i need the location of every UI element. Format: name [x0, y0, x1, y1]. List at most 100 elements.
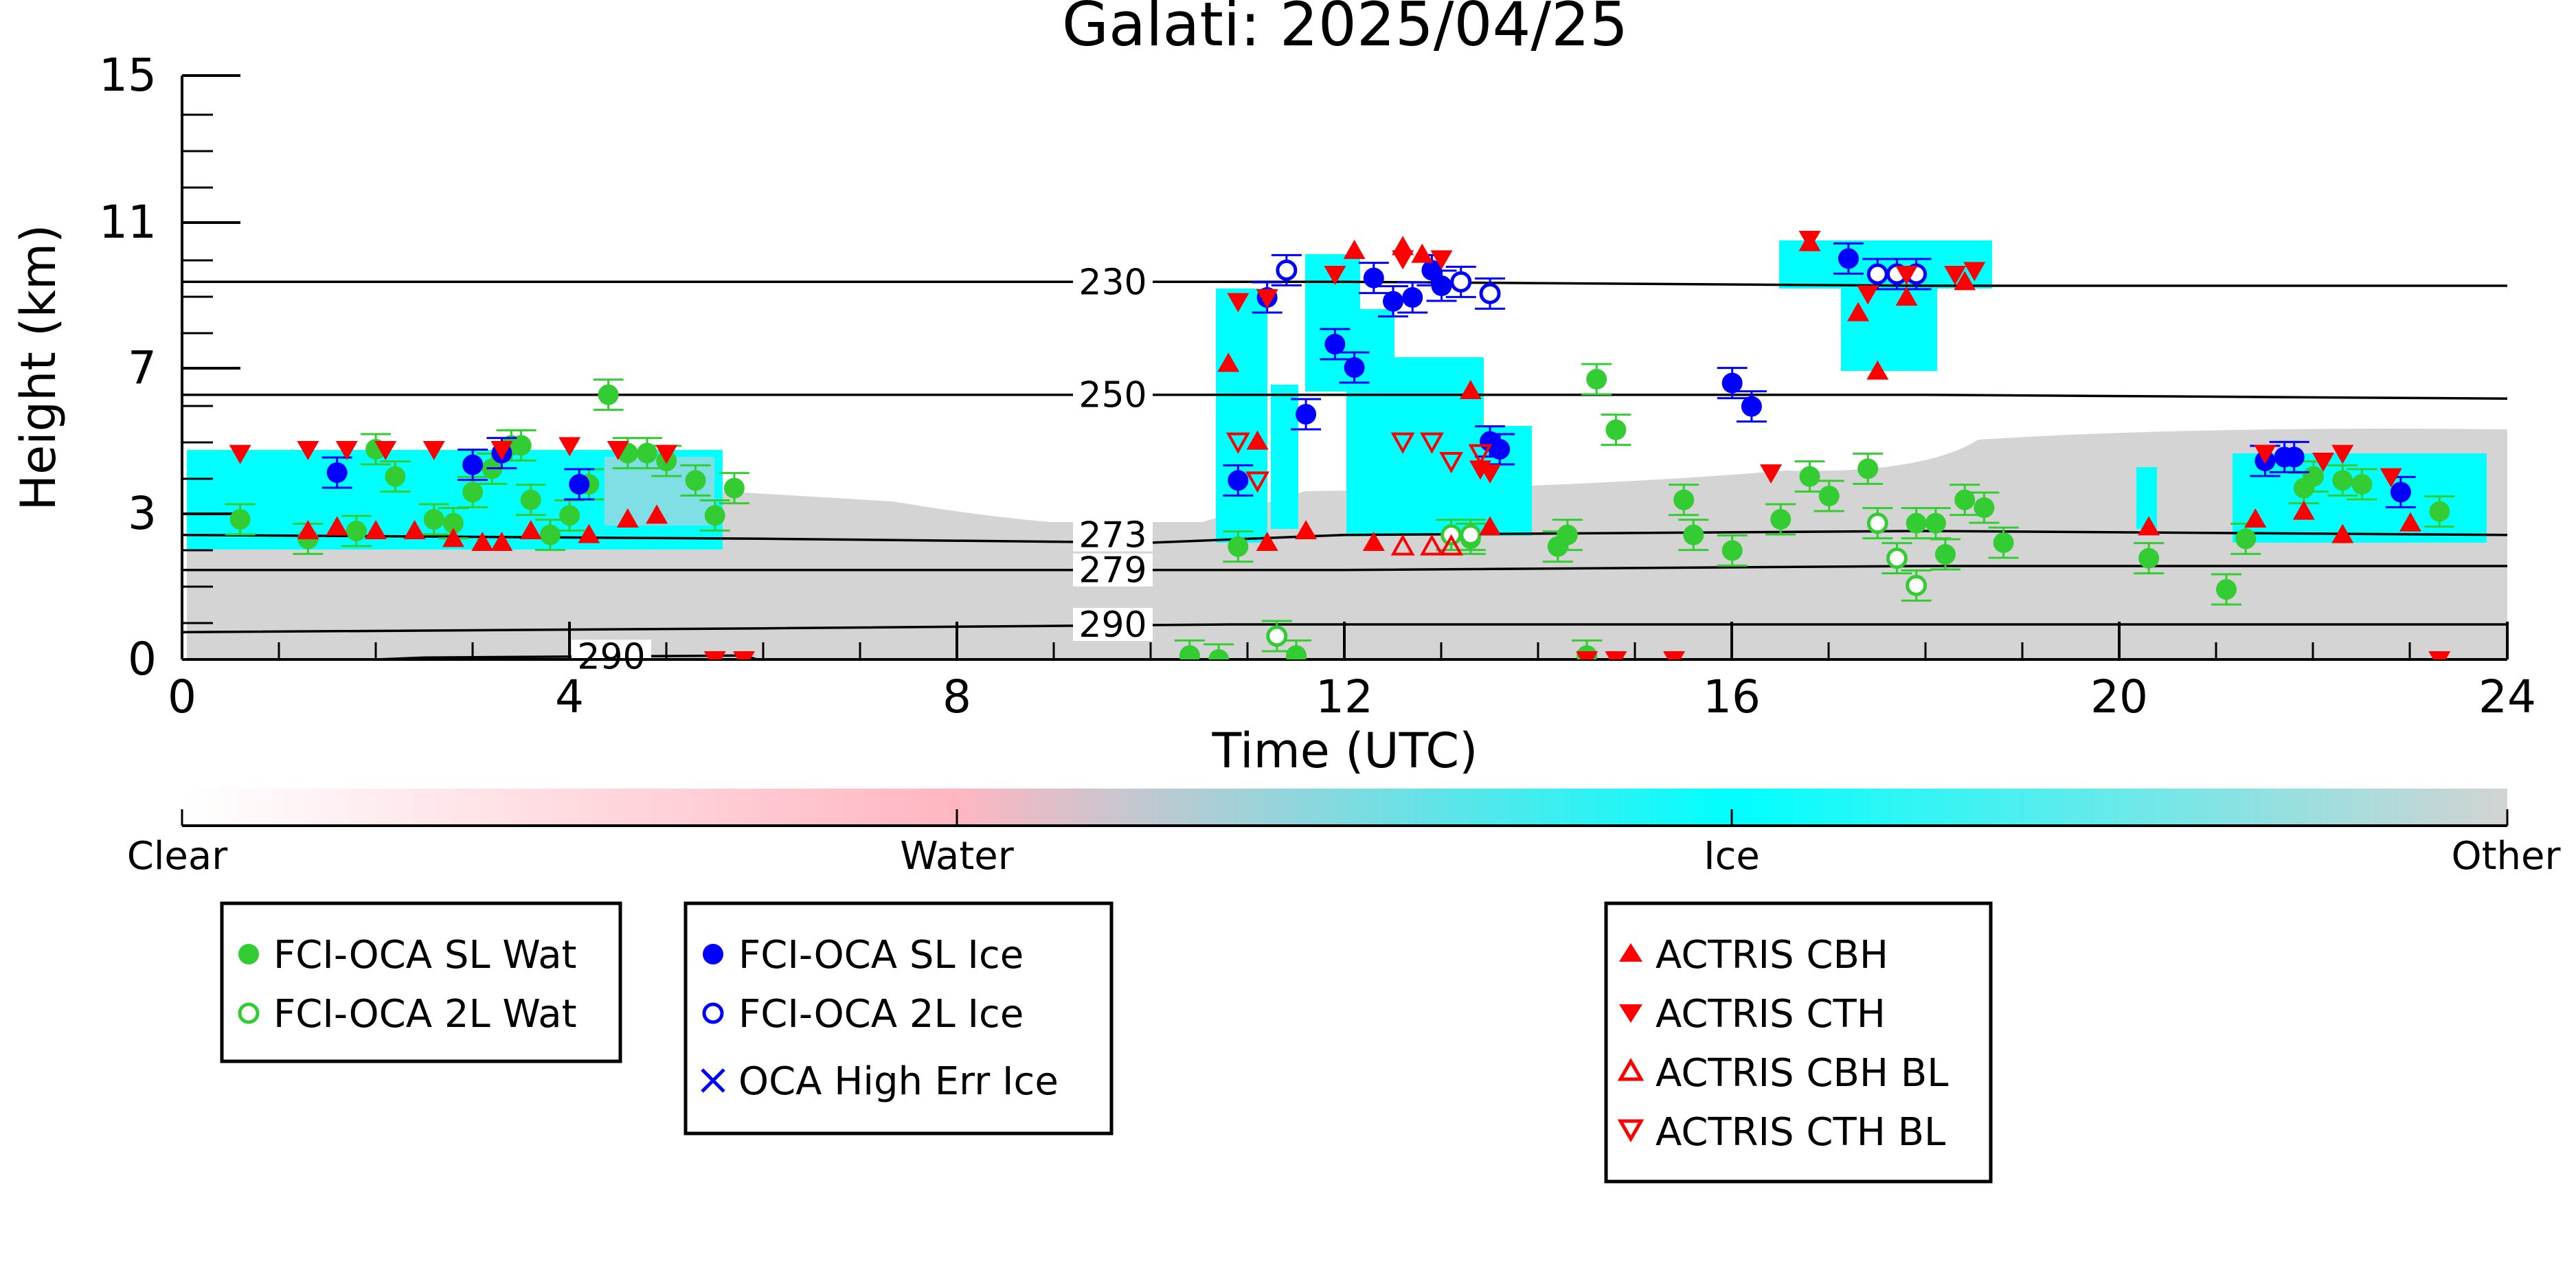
legend-label: ACTRIS CBH [1656, 933, 1888, 978]
data-point [598, 384, 619, 405]
data-point [616, 508, 639, 528]
data-point [1741, 396, 1762, 417]
data-point [1362, 532, 1385, 551]
data-point [1721, 540, 1743, 561]
y-tick-label: 3 [128, 487, 157, 540]
data-point [1954, 271, 1976, 291]
data-point [1605, 419, 1627, 440]
colorbar-label: Ice [1704, 834, 1760, 879]
data-point [1576, 651, 1598, 659]
data-point [1383, 291, 1404, 312]
data-point [2138, 547, 2160, 569]
series-fci-oca-2l-wat [1261, 507, 1932, 653]
data-point [2380, 468, 2402, 488]
isotherm-label-bg [1073, 608, 1153, 641]
data-point [569, 474, 590, 495]
series-actris-cbh-bl [1390, 534, 1464, 556]
data-point [1390, 534, 1415, 556]
data-point [326, 516, 348, 536]
series-fci-oca-sl-ice [321, 242, 2416, 508]
data-point [539, 524, 561, 545]
data-point [2312, 453, 2335, 472]
data-point [1411, 243, 1434, 263]
data-point [229, 444, 251, 464]
data-point [471, 532, 494, 551]
series-actris-cth-bl [1225, 432, 1493, 493]
isotherm-line [182, 280, 2507, 287]
data-point [1683, 524, 1704, 545]
chart-title: Galati: 2025/04/25 [1062, 0, 1628, 60]
data-point [2399, 512, 2421, 532]
data-point [297, 441, 319, 460]
legend-label: OCA High Err Ice [738, 1059, 1059, 1104]
colorbar-label: Clear [127, 834, 228, 879]
data-point [637, 442, 657, 464]
data-point [2332, 470, 2353, 491]
data-point [442, 528, 464, 547]
data-point [578, 523, 600, 543]
data-point [1886, 547, 1908, 569]
isotherm-label-bg [572, 640, 651, 673]
legend-ice: FCI-OCA SL Ice FCI-OCA 2L Ice OCA High E… [683, 901, 1114, 1136]
data-point [1225, 432, 1250, 454]
data-point [385, 466, 406, 487]
data-point [520, 489, 541, 510]
data-point [558, 437, 581, 457]
data-point [1208, 649, 1230, 659]
data-point [519, 520, 542, 539]
isotherm-line [182, 623, 2507, 634]
series-actris-cth [229, 231, 2451, 659]
data-point [2331, 444, 2354, 464]
data-point [297, 520, 319, 539]
data-point [1866, 360, 1889, 380]
data-point [1721, 372, 1743, 394]
data-point [733, 651, 756, 659]
data-point [1895, 266, 1918, 285]
data-point [1392, 250, 1414, 270]
legend-label: ACTRIS CTH BL [1656, 1110, 1945, 1155]
legend-label: FCI-OCA 2L Wat [273, 992, 577, 1037]
data-point [1479, 516, 1502, 536]
data-point [1847, 302, 1870, 321]
data-point [1799, 466, 1820, 487]
data-point [462, 454, 484, 475]
data-point [1866, 512, 1888, 534]
data-point [1450, 271, 1472, 293]
data-point [1296, 404, 1317, 425]
y-minor-ticks [182, 113, 213, 624]
data-point [326, 462, 348, 483]
data-point [2390, 482, 2411, 503]
data-point [1420, 534, 1444, 556]
isotherm-line [182, 565, 2507, 572]
x-tick-label: 4 [555, 670, 584, 723]
background-curtain [187, 240, 2507, 659]
data-point [1760, 464, 1783, 484]
data-point [1954, 489, 1976, 510]
legend-marker [238, 944, 259, 964]
data-point [1217, 352, 1240, 372]
data-point [2428, 651, 2451, 659]
data-point [1818, 486, 1840, 506]
legend-water: FCI-OCA SL Wat FCI-OCA 2L Wat [220, 901, 622, 1063]
data-point [1944, 266, 1967, 285]
data-point [510, 435, 532, 456]
data-point [1245, 471, 1269, 493]
data-point [1934, 544, 1956, 565]
x-tick-labels: 0 4 8 12 16 20 24 [168, 670, 2536, 723]
x-axis: 0 4 8 12 16 20 24 [168, 622, 2536, 723]
colorbar: Clear Water Ice Other [127, 789, 2561, 879]
data-point [1963, 262, 1986, 282]
data-point [1324, 334, 1346, 354]
isotherm-label: 279 [1078, 550, 1146, 591]
y-axis: 0 3 7 11 15 [99, 49, 240, 686]
data-point [1430, 250, 1453, 270]
data-point [1586, 369, 1607, 389]
data-point [1402, 287, 1423, 308]
legend-label: FCI-OCA SL Ice [738, 933, 1024, 978]
x-axis-label: Time (UTC) [1212, 723, 1478, 779]
data-point [1866, 263, 1888, 285]
legend-marker [702, 1002, 724, 1024]
data-point [2138, 516, 2160, 536]
